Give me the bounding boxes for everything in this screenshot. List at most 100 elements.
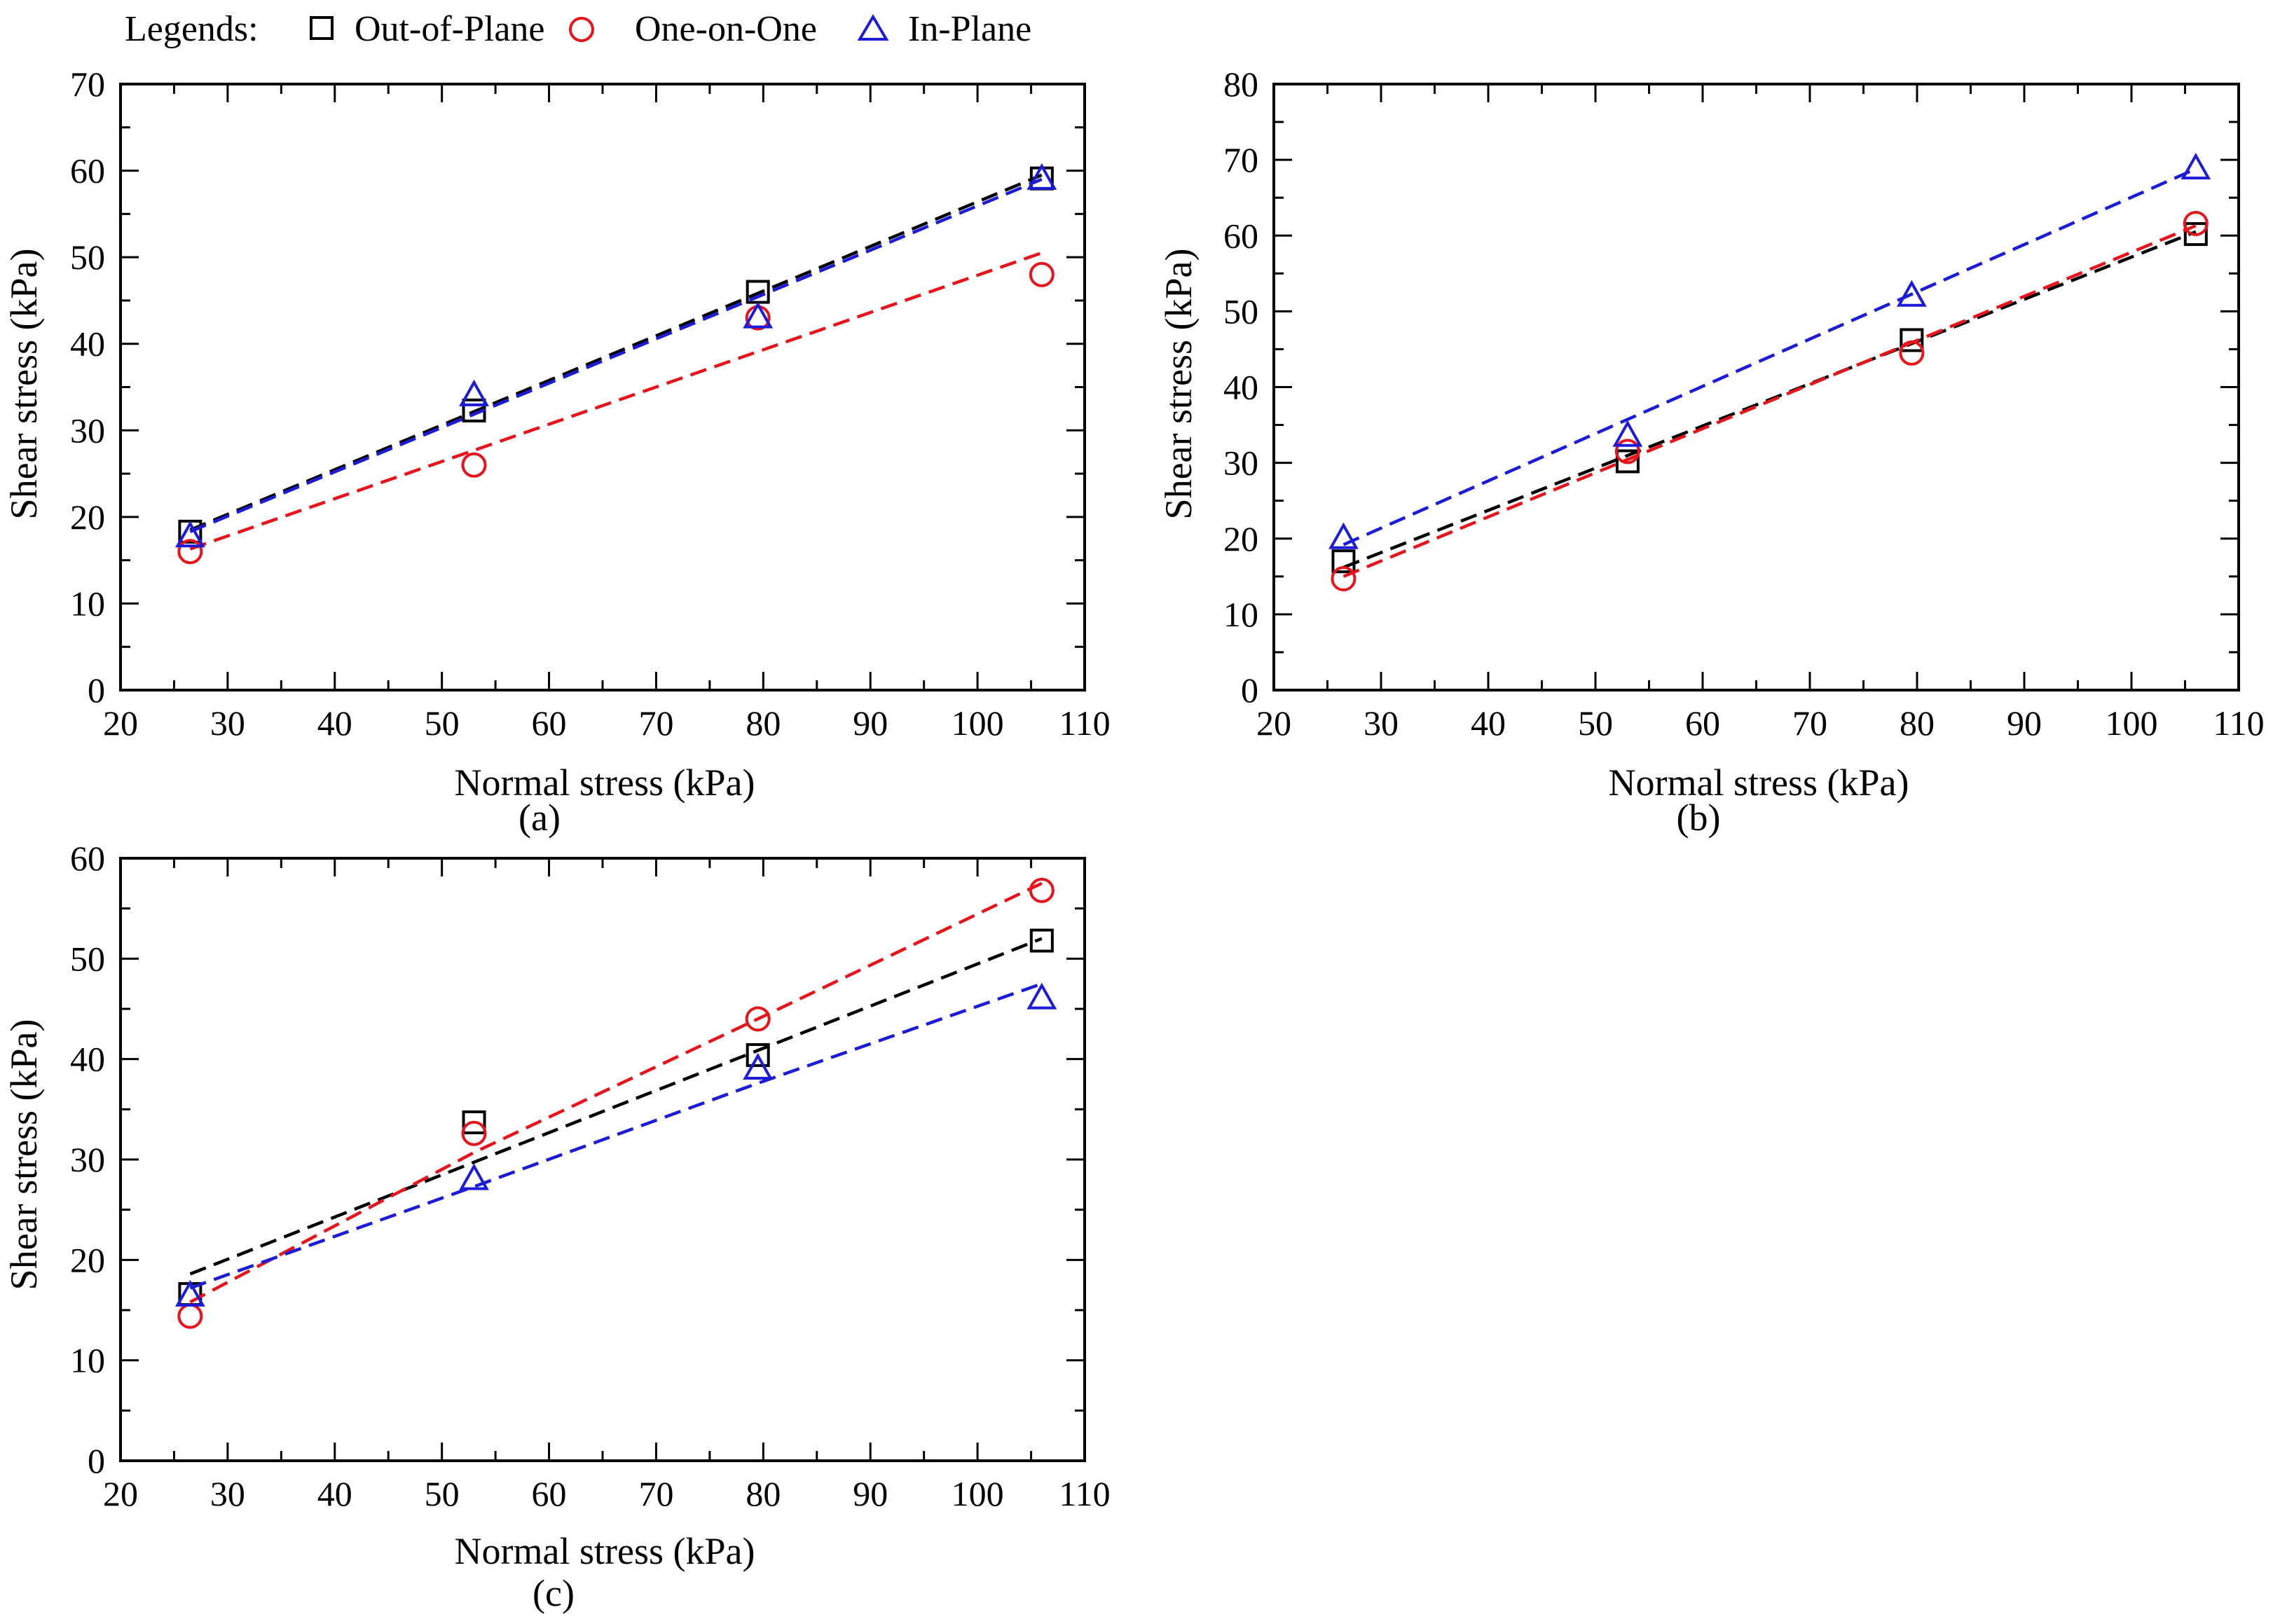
point-one-on-one [461,452,487,478]
point-one-on-one [461,1120,487,1146]
point-in-plane [459,379,489,406]
point-in-plane [2181,153,2211,180]
x-tick-label: 20 [103,1474,138,1513]
legend-title: Legends: [125,9,259,49]
fit-line-in-plane [1342,167,2197,546]
point-in-plane [1328,522,1359,549]
point-in-plane [743,1052,774,1080]
x-tick-label: 90 [853,703,888,743]
x-tick-label: 40 [317,1474,352,1513]
y-tick-label: 20 [70,1240,105,1279]
y-tick-label: 10 [70,584,105,623]
y-axis-label-c: Shear stress (kPa) [3,1019,45,1291]
point-out-of-plane [1615,449,1640,474]
point-one-on-one [1899,340,1925,366]
y-tick-label: 20 [70,497,105,537]
y-axis-label-b: Shear stress (kPa) [1158,249,1200,520]
x-tick-label: 60 [532,1474,567,1513]
point-out-of-plane [2183,222,2208,247]
plot-frame [1272,83,2240,691]
panel-label-a: (a) [519,797,561,839]
x-tick-label: 90 [2007,703,2042,743]
y-tick-label: 40 [70,1040,105,1079]
point-in-plane [174,1279,205,1307]
fit-line-in-plane [189,982,1043,1290]
fit-line-out-of-plane [189,937,1043,1276]
y-tick-label: 40 [70,324,105,364]
y-axis-label-a: Shear stress (kPa) [3,249,45,520]
x-axis-label-b: Normal stress (kPa) [1609,762,1909,804]
point-in-plane [459,1163,489,1190]
x-tick-label: 50 [1578,703,1613,743]
x-tick-label: 50 [425,1474,460,1513]
x-tick-label: 40 [317,703,352,743]
point-out-of-plane [462,1110,486,1134]
plot-frame [119,83,1086,691]
point-one-on-one [177,1303,203,1329]
y-tick-label: 60 [70,151,105,191]
y-tick-label: 10 [1223,595,1258,634]
fit-line-one-on-one [189,881,1043,1304]
circle-icon [569,17,594,42]
x-tick-label: 100 [952,703,1004,743]
y-tick-label: 0 [88,670,105,710]
x-tick-label: 110 [1059,703,1110,743]
point-one-on-one [1331,566,1357,592]
x-tick-label: 80 [746,703,781,743]
point-in-plane [743,301,774,329]
x-tick-label: 70 [638,703,673,743]
x-tick-label: 80 [1900,703,1935,743]
point-one-on-one [1029,261,1055,287]
chart-panel-a: 20 30 40 50 60 70 80 90 100 110 0 10 20 30 40 50 60 70 No… [3,64,1111,839]
x-tick-label: 90 [853,1474,888,1513]
panel-label-b: (b) [1677,797,1721,839]
y-tick-label: 30 [70,1140,105,1179]
y-tick-label: 30 [1223,443,1258,483]
plot-area-a: 20 30 40 50 60 70 80 90 100 110 0 10 20 30 40 50 60 70 [70,64,1111,743]
legend-entry-in-plane: In-Plane [908,9,1031,49]
y-tick-label: 70 [1223,140,1258,179]
y-tick-label: 80 [1223,64,1258,104]
x-tick-label: 30 [210,703,245,743]
point-in-plane [1896,280,1927,307]
x-tick-label: 110 [1059,1474,1110,1513]
x-tick-label: 50 [425,703,460,743]
chart-panel-c: 20 30 40 50 60 70 80 90 100 110 0 10 20 30 40 50 60 Norm… [3,839,1111,1614]
x-tick-label: 80 [746,1474,781,1513]
x-tick-label: 110 [2213,703,2264,743]
x-axis-label-a: Normal stress (kPa) [455,762,755,804]
x-tick-label: 70 [1792,703,1827,743]
point-one-on-one [177,539,203,565]
legend-entry-one-on-one: One-on-One [635,9,817,49]
fit-line-one-on-one [189,251,1043,551]
point-in-plane [1026,982,1057,1010]
point-out-of-plane [1900,328,1924,352]
point-one-on-one [1029,877,1055,903]
point-in-plane [174,521,205,548]
x-tick-label: 100 [952,1474,1004,1513]
chart-panel-b: 20 30 40 50 60 70 80 90 100 11001020304050607080 … [1158,64,2265,839]
fit-line-out-of-plane [189,173,1043,532]
y-tick-label: 0 [88,1441,105,1480]
legend-entry-out-of-plane: Out-of-Plane [355,9,544,49]
x-tick-label: 30 [210,1474,245,1513]
y-tick-label: 70 [70,64,105,104]
y-tick-label: 20 [1223,519,1258,558]
x-tick-label: 20 [103,703,138,743]
x-tick-label: 40 [1471,703,1506,743]
y-tick-label: 60 [70,839,105,878]
point-in-plane [1612,420,1643,447]
x-tick-label: 70 [638,1474,673,1513]
point-in-plane [1026,163,1057,190]
y-tick-label: 0 [1241,670,1258,710]
plot-area-b: 20 30 40 50 60 70 80 90 100 110 0 10 20 30 40 50 60 70 80 [1223,64,2265,743]
x-tick-label: 100 [2106,703,2158,743]
x-tick-label: 30 [1364,703,1399,743]
y-tick-label: 10 [70,1341,105,1380]
fit-line-one-on-one [1342,224,2197,578]
point-out-of-plane [746,1042,770,1067]
y-tick-label: 50 [1223,291,1258,331]
point-one-on-one [745,1006,771,1032]
x-axis-label-c: Normal stress (kPa) [455,1530,755,1572]
